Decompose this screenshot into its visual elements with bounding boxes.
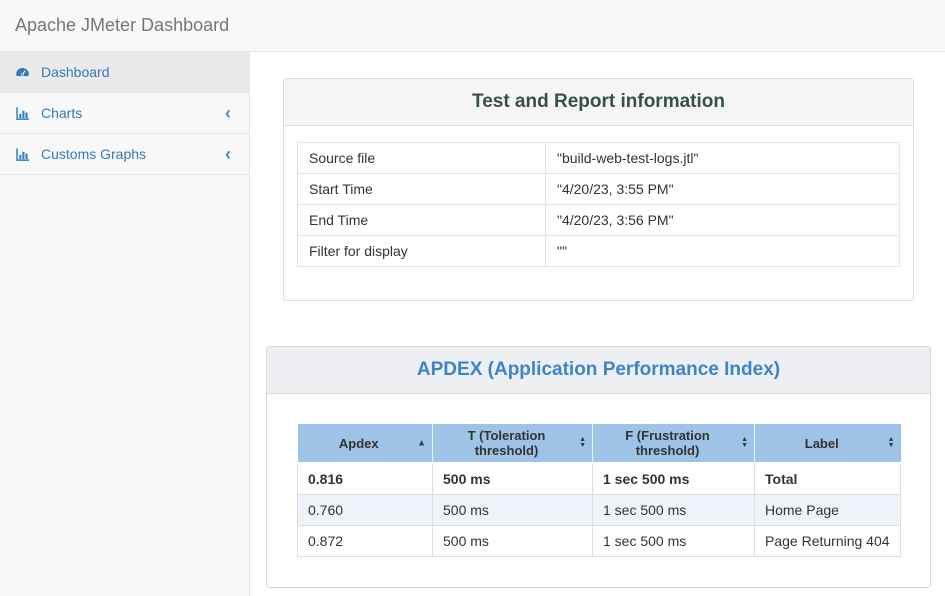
sidebar-item-label: Customs Graphs xyxy=(41,146,147,162)
column-header-label: Apdex xyxy=(338,435,379,451)
frustration-value: 1 sec 500 ms xyxy=(592,493,755,526)
column-header-label: F (Frustration threshold) xyxy=(625,428,710,458)
apdex-panel: APDEX (Application Performance Index) Ap… xyxy=(266,346,931,588)
sidebar-item-charts[interactable]: Charts ‹ xyxy=(0,93,249,134)
sidebar-item-label: Charts xyxy=(41,105,83,121)
sidebar-item-customs-graphs[interactable]: Customs Graphs ‹ xyxy=(0,134,249,175)
sort-both-icon: ▲ ▼ xyxy=(887,436,895,449)
apdex-row: 0.872 500 ms 1 sec 500 ms Page Returning… xyxy=(297,524,901,557)
column-header-label: T (Toleration threshold) xyxy=(467,428,546,458)
app-header: Apache JMeter Dashboard xyxy=(0,0,945,52)
apdex-panel-title: APDEX (Application Performance Index) xyxy=(416,359,781,380)
apdex-value: 0.872 xyxy=(297,524,433,557)
toleration-value: 500 ms xyxy=(432,524,593,557)
frustration-value: 1 sec 500 ms xyxy=(592,524,755,557)
column-header-label-col[interactable]: Label ▲ ▼ xyxy=(754,424,901,464)
info-row-value: "" xyxy=(545,235,900,267)
dashboard-icon xyxy=(15,65,35,80)
label-value: Total xyxy=(754,462,901,495)
sidebar-item-dashboard[interactable]: Dashboard xyxy=(0,52,249,93)
table-row: Filter for display "" xyxy=(297,235,900,267)
info-row-label: Start Time xyxy=(297,173,546,205)
info-row-label: Filter for display xyxy=(297,235,546,267)
sidebar-item-label: Dashboard xyxy=(41,64,110,80)
info-row-value: "4/20/23, 3:56 PM" xyxy=(545,204,900,236)
apdex-value: 0.816 xyxy=(297,462,433,495)
test-info-panel-title: Test and Report information xyxy=(472,91,725,112)
test-info-panel-body: Source file "build-web-test-logs.jtl" St… xyxy=(284,126,913,300)
info-row-value: "build-web-test-logs.jtl" xyxy=(545,142,900,174)
bar-chart-icon xyxy=(15,106,35,121)
chevron-left-icon[interactable]: ‹ xyxy=(225,144,231,164)
info-row-value: "4/20/23, 3:55 PM" xyxy=(545,173,900,205)
table-row: Source file "build-web-test-logs.jtl" xyxy=(297,142,900,174)
test-info-table: Source file "build-web-test-logs.jtl" St… xyxy=(297,142,900,267)
toleration-value: 500 ms xyxy=(432,493,593,526)
info-row-label: End Time xyxy=(297,204,546,236)
sort-asc-icon: ▲ xyxy=(417,437,426,448)
column-header-label: Label xyxy=(804,435,839,451)
apdex-table-header-row: Apdex ▲ T (Toleration threshold) ▲ ▼ F (F… xyxy=(297,424,901,464)
column-header-toleration[interactable]: T (Toleration threshold) ▲ ▼ xyxy=(432,424,593,464)
sort-both-icon: ▲ ▼ xyxy=(741,436,748,449)
frustration-value: 1 sec 500 ms xyxy=(592,462,755,495)
bar-chart-icon xyxy=(15,147,35,162)
apdex-table: Apdex ▲ T (Toleration threshold) ▲ ▼ F (F… xyxy=(297,424,901,557)
apdex-panel-body: Apdex ▲ T (Toleration threshold) ▲ ▼ F (F… xyxy=(267,394,930,587)
info-row-label: Source file xyxy=(297,142,546,174)
test-info-panel-heading: Test and Report information xyxy=(284,79,913,126)
apdex-panel-heading: APDEX (Application Performance Index) xyxy=(267,347,930,394)
label-value: Home Page xyxy=(754,493,901,526)
apdex-row: 0.760 500 ms 1 sec 500 ms Home Page xyxy=(297,493,901,526)
column-header-frustration[interactable]: F (Frustration threshold) ▲ ▼ xyxy=(592,424,755,464)
test-info-panel: Test and Report information Source file … xyxy=(283,78,914,301)
column-header-apdex[interactable]: Apdex ▲ xyxy=(297,424,433,464)
sort-both-icon: ▲ ▼ xyxy=(579,436,586,449)
table-row: Start Time "4/20/23, 3:55 PM" xyxy=(297,173,900,205)
sidebar: Dashboard Charts ‹ Customs Graphs ‹ xyxy=(0,52,250,596)
apdex-row-total: 0.816 500 ms 1 sec 500 ms Total xyxy=(297,462,901,495)
label-value: Page Returning 404 xyxy=(754,524,901,557)
chevron-left-icon[interactable]: ‹ xyxy=(225,103,231,123)
app-title: Apache JMeter Dashboard xyxy=(15,15,230,35)
toleration-value: 500 ms xyxy=(432,462,593,495)
apdex-value: 0.760 xyxy=(297,493,433,526)
table-row: End Time "4/20/23, 3:56 PM" xyxy=(297,204,900,236)
main-content: Test and Report information Source file … xyxy=(251,52,945,596)
